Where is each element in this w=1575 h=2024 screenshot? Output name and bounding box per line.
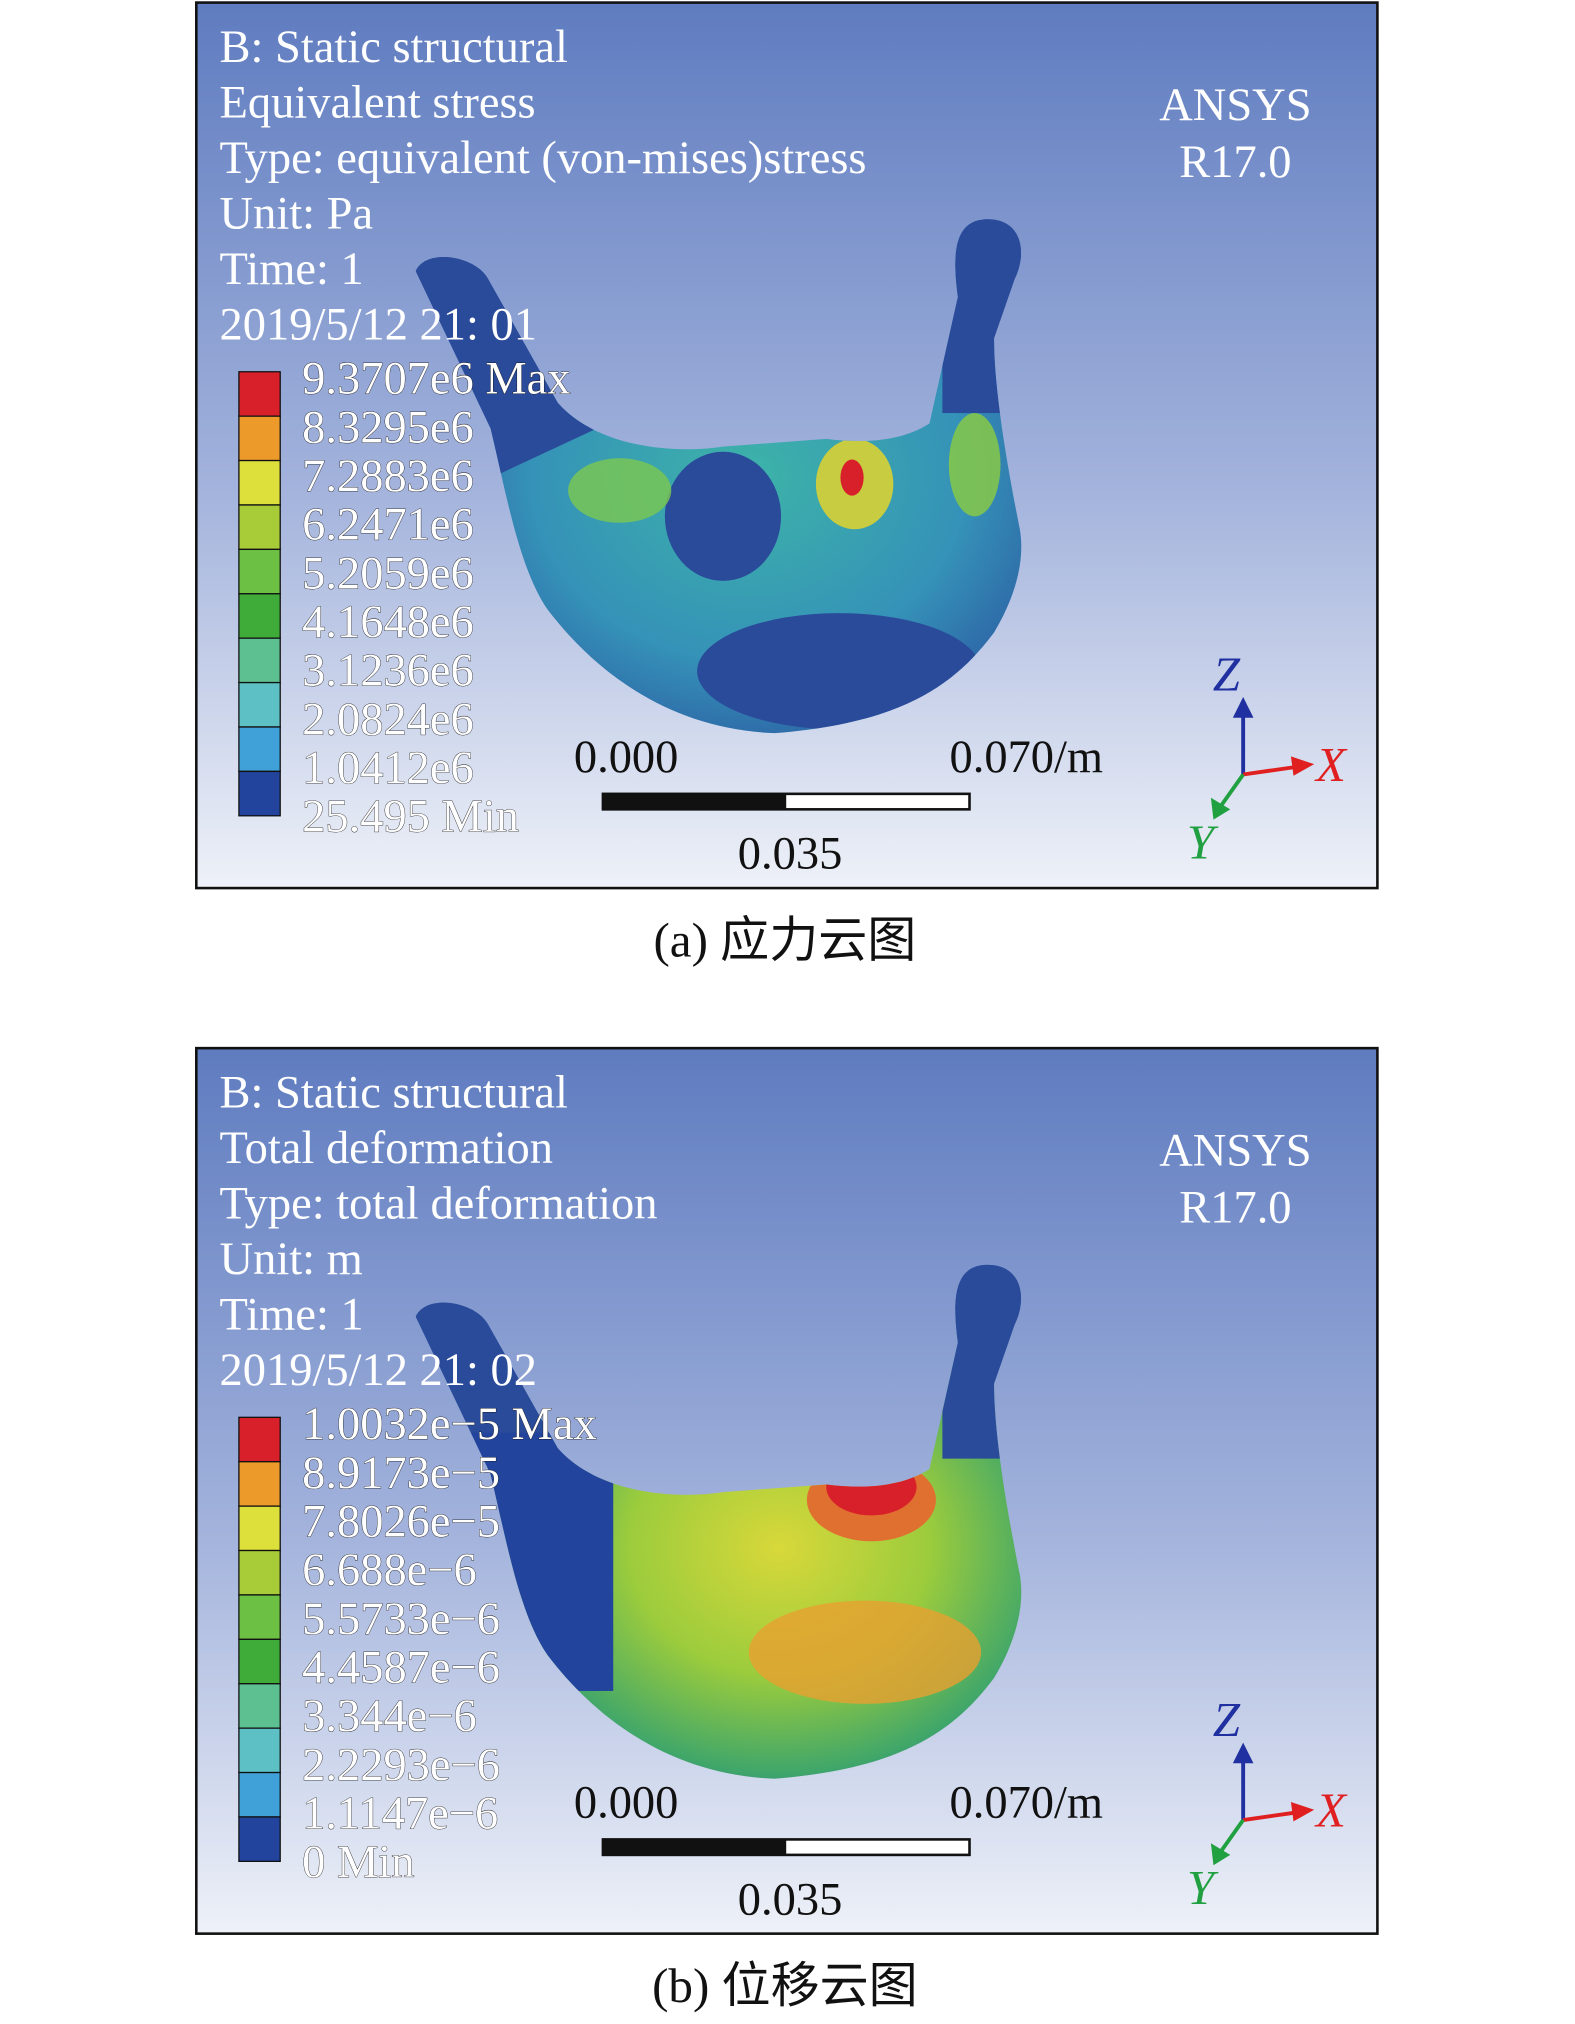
scale-start: 0.000 (574, 732, 679, 783)
axis-x (1242, 764, 1298, 777)
caption: (a) 应力云图 (653, 912, 916, 967)
legend-label: 4.1648e6 (302, 597, 474, 648)
caption: (b) 位移云图 (652, 1958, 918, 2013)
legend-label: 4.4587e−6 (302, 1643, 500, 1694)
legend-label: 7.8026e−5 (302, 1497, 500, 1548)
legend-swatch (238, 1461, 281, 1507)
header-line: Time: 1 (220, 1290, 364, 1341)
legend-swatch (238, 1771, 281, 1818)
axis-y-head (1210, 797, 1231, 820)
axis-z-head (1232, 1742, 1254, 1764)
legend-label: 1.0412e6 (302, 743, 474, 794)
axis-z-head (1232, 697, 1254, 718)
legend-swatch (238, 1549, 281, 1596)
legend-swatch (238, 726, 281, 773)
legend-label: 3.344e−6 (302, 1691, 477, 1742)
header-line: 2019/5/12 21: 02 (220, 1345, 537, 1396)
scale-start: 0.000 (574, 1777, 679, 1828)
scale-bar-fill (602, 793, 787, 810)
legend-label: 5.5733e−6 (302, 1594, 500, 1645)
header-line: Time: 1 (220, 244, 364, 295)
legend-label: 1.0032e−5 Max (302, 1399, 597, 1450)
brand: R17.0 (1179, 1182, 1291, 1233)
legend-label: 6.688e−6 (302, 1545, 477, 1596)
header-line: Type: equivalent (von-mises)stress (220, 133, 867, 184)
legend-swatch (238, 1416, 281, 1463)
mid-zone (948, 413, 1001, 517)
axis-y (1219, 1818, 1245, 1853)
scale-end: 0.070/m (950, 732, 1104, 783)
legend-label: 5.2059e6 (302, 548, 474, 599)
brand: ANSYS (1159, 1126, 1311, 1177)
legend-swatch (238, 770, 281, 817)
mid-zone (568, 458, 672, 523)
legend-swatch (238, 637, 281, 684)
legend-swatch (238, 681, 281, 728)
legend-label: 0 Min (302, 1837, 414, 1888)
legend-swatch (238, 504, 281, 551)
legend-swatch (238, 1727, 281, 1774)
hot-spot (840, 459, 864, 496)
legend-label: 6.2471e6 (302, 500, 474, 551)
header-line: B: Static structural (220, 1068, 568, 1119)
legend-label: 9.3707e6 Max (302, 354, 570, 405)
brand: ANSYS (1159, 80, 1311, 131)
legend-swatch (238, 593, 281, 639)
axis-x-head (1290, 1801, 1315, 1822)
brand: R17.0 (1179, 137, 1291, 188)
axis-z-label: Z (1213, 1692, 1241, 1747)
legend-label: 2.0824e6 (302, 694, 474, 745)
header-line: B: Static structural (220, 22, 568, 73)
header-line: Unit: Pa (220, 188, 374, 239)
scale-end: 0.070/m (950, 1777, 1104, 1828)
legend-label: 25.495 Min (302, 792, 519, 843)
axis-y-label: Y (1187, 1860, 1219, 1915)
legend-swatch (238, 1594, 281, 1640)
legend-swatch (238, 1683, 281, 1729)
legend-swatch (238, 459, 281, 506)
legend-label: 2.2293e−6 (302, 1740, 500, 1791)
max-zone (748, 1600, 982, 1704)
legend-swatch (238, 371, 281, 417)
axis-z-label: Z (1213, 647, 1241, 702)
legend-swatch (238, 1505, 281, 1552)
scale-bar-fill (602, 1839, 787, 1855)
legend-swatch (238, 548, 281, 595)
legend-label: 3.1236e6 (302, 646, 474, 697)
low-zone (697, 613, 982, 730)
axis-x-label: X (1314, 1783, 1348, 1838)
legend-swatch (238, 1638, 281, 1685)
scale-mid: 0.035 (738, 1874, 843, 1925)
header-line: 2019/5/12 21: 01 (220, 299, 537, 350)
legend-label: 8.3295e6 (302, 402, 474, 453)
axis-y-label: Y (1187, 814, 1219, 869)
legend-swatch (238, 1816, 281, 1863)
axis-y (1219, 773, 1245, 807)
legend-label: 1.1147e−6 (302, 1789, 498, 1840)
legend-swatch (238, 415, 281, 462)
axis-y-head (1210, 1843, 1231, 1866)
header-line: Total deformation (220, 1123, 553, 1174)
header-line: Equivalent stress (220, 77, 536, 128)
axis-x-head (1290, 756, 1315, 776)
header-line: Unit: m (220, 1234, 363, 1285)
axis-x-label: X (1314, 737, 1348, 792)
legend-label: 8.9173e−5 (302, 1448, 500, 1499)
header-line: Type: total deformation (220, 1179, 658, 1230)
legend-label: 7.2883e6 (302, 451, 474, 502)
scale-mid: 0.035 (738, 829, 843, 880)
axis-x (1242, 1810, 1298, 1822)
low-zone (664, 451, 782, 581)
